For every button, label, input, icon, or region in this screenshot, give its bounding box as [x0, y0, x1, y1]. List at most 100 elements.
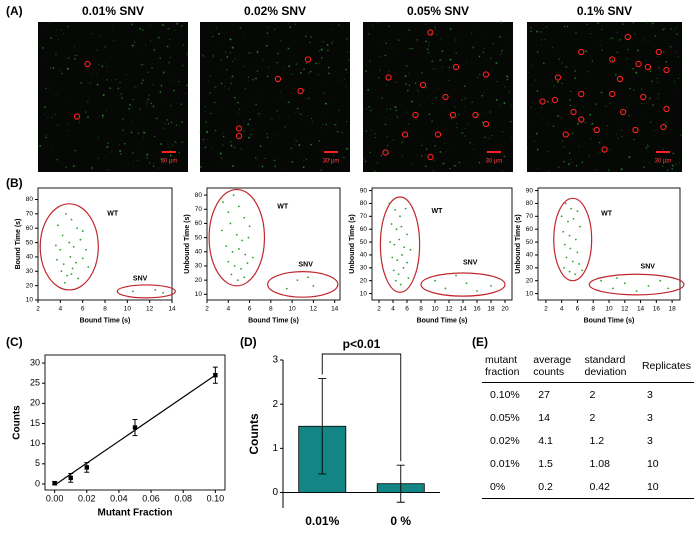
speck	[601, 29, 603, 31]
point	[399, 215, 401, 218]
speck	[174, 157, 176, 159]
detection-circle	[419, 81, 427, 89]
speck	[363, 158, 365, 160]
point	[568, 234, 571, 237]
detection-circle	[382, 149, 389, 156]
speck	[56, 124, 59, 127]
point	[85, 248, 87, 251]
speck	[667, 169, 669, 171]
x-tick-label: 8	[103, 306, 107, 313]
x-tick-label: 6	[576, 306, 580, 313]
speck	[148, 162, 151, 164]
speck	[212, 55, 215, 57]
speck	[214, 101, 216, 104]
speck	[326, 161, 328, 163]
speck	[247, 123, 250, 126]
speck	[134, 41, 136, 43]
speck	[551, 46, 554, 49]
speck	[287, 21, 290, 23]
speck	[280, 40, 282, 42]
speck	[535, 132, 538, 135]
y-tick-label: 2	[272, 399, 278, 410]
y-axis-label: Unbound Time (s)	[349, 214, 356, 273]
speck	[123, 45, 125, 47]
speck	[501, 130, 504, 133]
speck	[310, 36, 312, 38]
speck	[680, 134, 682, 137]
detection-circle	[601, 146, 608, 153]
speck	[434, 145, 437, 147]
y-tick-label: 60	[526, 226, 534, 233]
speck	[169, 81, 171, 83]
speck	[599, 151, 602, 154]
speck	[479, 73, 481, 76]
speck	[91, 33, 93, 35]
speck	[219, 152, 222, 155]
speck	[169, 56, 171, 58]
speck	[146, 156, 147, 158]
speck	[331, 29, 333, 31]
speck	[162, 127, 165, 130]
speck	[499, 36, 502, 38]
speck	[481, 94, 484, 97]
speck	[268, 66, 270, 68]
speck	[628, 115, 630, 117]
scale-bar-label: 30 μm	[655, 159, 672, 165]
y-tick-label: 20	[526, 277, 534, 284]
detection-circle	[274, 75, 282, 83]
speck	[448, 66, 451, 68]
point	[476, 290, 478, 292]
detection-circle	[235, 132, 243, 140]
speck	[137, 132, 140, 135]
speck	[136, 86, 138, 87]
speck	[425, 165, 427, 168]
speck	[649, 168, 651, 170]
detection-circle	[482, 71, 490, 78]
speck	[654, 35, 657, 37]
speck	[384, 123, 387, 126]
speck	[656, 77, 658, 79]
speck	[632, 21, 635, 24]
point	[247, 236, 250, 239]
x-tick-label: 16	[473, 306, 481, 313]
speck	[621, 129, 623, 132]
speck	[266, 32, 269, 34]
panel-label: (C)	[6, 335, 23, 349]
cluster-ellipse	[588, 273, 685, 296]
speck	[291, 161, 294, 163]
speck	[167, 123, 170, 125]
speck	[39, 105, 41, 107]
speck	[229, 52, 232, 54]
speck	[440, 38, 442, 40]
speck	[380, 154, 383, 157]
speck	[490, 57, 492, 60]
speck	[320, 87, 322, 88]
speck	[48, 21, 51, 23]
speck	[232, 165, 235, 167]
speck	[431, 103, 433, 105]
speck	[483, 92, 484, 94]
speck	[230, 82, 232, 85]
speck	[669, 45, 672, 48]
panel-label: (D)	[240, 335, 257, 349]
detection-circle	[452, 63, 460, 71]
speck	[456, 126, 458, 129]
speck	[72, 165, 75, 168]
speck	[283, 110, 284, 112]
speck	[296, 107, 299, 110]
speck	[495, 62, 498, 64]
point	[312, 284, 315, 287]
speck	[90, 167, 93, 169]
speck	[571, 132, 574, 134]
detection-circle	[624, 33, 631, 41]
speck	[220, 82, 223, 85]
speck	[430, 32, 433, 35]
speck	[633, 138, 635, 141]
speck	[617, 103, 619, 105]
speck	[57, 38, 59, 41]
point	[397, 273, 400, 276]
speck	[319, 137, 320, 138]
speck	[289, 116, 290, 117]
x-tick-label: 6	[248, 306, 252, 313]
x-tick-label: 10	[124, 306, 132, 313]
